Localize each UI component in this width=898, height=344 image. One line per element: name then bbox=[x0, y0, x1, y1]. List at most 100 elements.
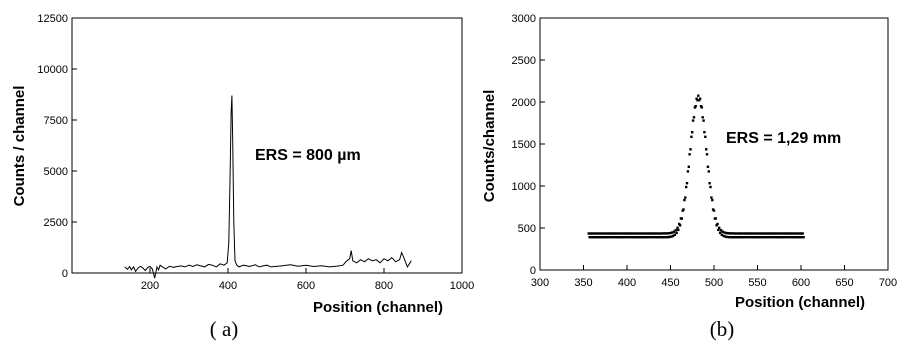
chart-b-data-point bbox=[745, 236, 748, 239]
chart-b-data-point bbox=[747, 232, 750, 235]
chart-b-data-point bbox=[774, 236, 777, 239]
chart-b-caption: (b) bbox=[710, 317, 735, 341]
chart-b-data-point bbox=[698, 99, 701, 102]
chart-b-data-point bbox=[794, 232, 797, 235]
chart-b-data-point bbox=[710, 196, 713, 199]
chart-b-data-point bbox=[652, 236, 656, 239]
chart-b-data-point bbox=[731, 232, 735, 235]
chart-b-data-point bbox=[726, 232, 730, 235]
chart-b-data-point bbox=[691, 131, 694, 134]
chart-b-data-point bbox=[770, 232, 773, 235]
chart-b-data-point bbox=[592, 232, 596, 235]
chart-b-data-point bbox=[624, 232, 627, 235]
chart-b-data-point bbox=[724, 235, 727, 238]
chart-b-data-point bbox=[706, 165, 710, 168]
chart-b-data-point bbox=[776, 236, 779, 239]
chart-b-data-point bbox=[609, 236, 612, 239]
chart-b-data-point bbox=[720, 233, 723, 236]
chart-b-data-point bbox=[725, 231, 728, 235]
chart-b-data-point bbox=[596, 232, 599, 235]
chart-b-data-point bbox=[685, 182, 689, 185]
chart-b-data-point bbox=[635, 236, 638, 239]
chart-b-data-point bbox=[669, 231, 672, 235]
chart-b-x-tick-label: 550 bbox=[748, 277, 766, 289]
chart-b-data-point bbox=[689, 148, 692, 151]
chart-b-data-point bbox=[633, 236, 636, 239]
chart-b-data-point bbox=[599, 232, 603, 235]
chart-a-y-tick-label: 0 bbox=[62, 268, 68, 280]
chart-b-data-point bbox=[765, 236, 769, 239]
chart-b-data-point bbox=[660, 232, 663, 235]
chart-b-data-point bbox=[778, 236, 781, 239]
chart-b-data-point bbox=[682, 208, 685, 211]
chart-a-x-axis-label: Position (channel) bbox=[313, 299, 443, 316]
chart-b-data-point bbox=[727, 235, 730, 239]
chart-b-data-point bbox=[619, 236, 623, 239]
chart-b-data-point bbox=[591, 232, 594, 235]
chart-b-data-point bbox=[757, 236, 760, 239]
chart-b-data-point bbox=[658, 236, 661, 239]
chart-b-data-point bbox=[758, 232, 761, 235]
chart-b-data-point bbox=[793, 236, 797, 239]
chart-b-data-point bbox=[625, 232, 629, 235]
chart-b-data-point bbox=[718, 226, 721, 229]
chart-b-data-point bbox=[641, 232, 644, 235]
chart-b-data-point bbox=[630, 236, 633, 239]
chart-b-data-point bbox=[725, 235, 729, 239]
chart-b-data-point bbox=[738, 232, 742, 235]
chart-b-data-point bbox=[651, 232, 655, 235]
chart-b-data-point bbox=[631, 236, 635, 239]
chart-b-data-point bbox=[711, 198, 714, 202]
chart-b-data-point bbox=[751, 236, 755, 239]
chart-b-data-point bbox=[796, 232, 799, 235]
chart-b-data-point bbox=[719, 229, 723, 232]
chart-b-data-point bbox=[730, 232, 733, 235]
chart-b-data-point bbox=[608, 232, 611, 235]
chart-b-data-point bbox=[684, 196, 687, 199]
chart-b-data-point bbox=[723, 231, 726, 234]
chart-b-data-point bbox=[736, 236, 739, 239]
chart-a: 0 2500 5000 7500 10000 12500 200 400 600 800 1000… bbox=[11, 13, 474, 341]
chart-b-data-point bbox=[784, 232, 787, 235]
chart-b-data-point bbox=[772, 236, 776, 239]
chart-b-data-point bbox=[638, 236, 642, 239]
chart-b-data-point bbox=[611, 236, 614, 239]
chart-b-data-point bbox=[601, 232, 604, 235]
chart-b-data-point bbox=[738, 236, 741, 239]
chart-b-data-point bbox=[751, 232, 754, 235]
chart-b-data-point bbox=[722, 234, 725, 238]
chart-b-data-point bbox=[643, 232, 646, 235]
chart-b-data-point bbox=[653, 232, 656, 235]
chart-a-x-tick-label: 1000 bbox=[450, 280, 474, 292]
chart-b-x-tick-label: 350 bbox=[574, 277, 592, 289]
chart-b-data-point bbox=[621, 236, 624, 239]
chart-b-data-point bbox=[782, 232, 785, 235]
chart-b-data-point bbox=[758, 236, 762, 239]
chart-b-data-point bbox=[760, 236, 763, 239]
chart-b-data-point bbox=[801, 232, 804, 235]
chart-a-y-tick-label: 10000 bbox=[37, 64, 68, 76]
chart-b-y-tick-label: 1000 bbox=[512, 181, 536, 193]
chart-b-x-tick-label: 700 bbox=[879, 277, 897, 289]
chart-b-data-point bbox=[634, 232, 637, 235]
chart-b-x-tick-label: 500 bbox=[705, 277, 723, 289]
chart-b-data-point bbox=[766, 232, 770, 235]
chart-b-data-point bbox=[629, 232, 632, 235]
chart-b-data-point bbox=[637, 236, 640, 239]
chart-b-y-tick-label: 500 bbox=[518, 223, 536, 235]
chart-b-data-point bbox=[605, 236, 609, 239]
chart-b-data-point bbox=[698, 97, 702, 100]
chart-b-data-point bbox=[786, 236, 790, 239]
chart-a-x-tick-label: 800 bbox=[375, 280, 393, 292]
chart-b-data-point bbox=[588, 236, 591, 239]
chart-b-data-point bbox=[729, 236, 732, 239]
chart-b-data-point bbox=[640, 236, 643, 239]
chart-b-data-point bbox=[688, 153, 691, 156]
chart-b-data-point bbox=[613, 232, 616, 235]
chart-b-data-point bbox=[775, 232, 778, 235]
chart-b-data-point bbox=[622, 232, 625, 235]
chart-b-data-point bbox=[665, 232, 669, 235]
chart-b-data-point bbox=[778, 232, 782, 235]
chart-b-data-point bbox=[752, 232, 756, 235]
chart-b-x-axis-label: Position (channel) bbox=[735, 294, 865, 311]
